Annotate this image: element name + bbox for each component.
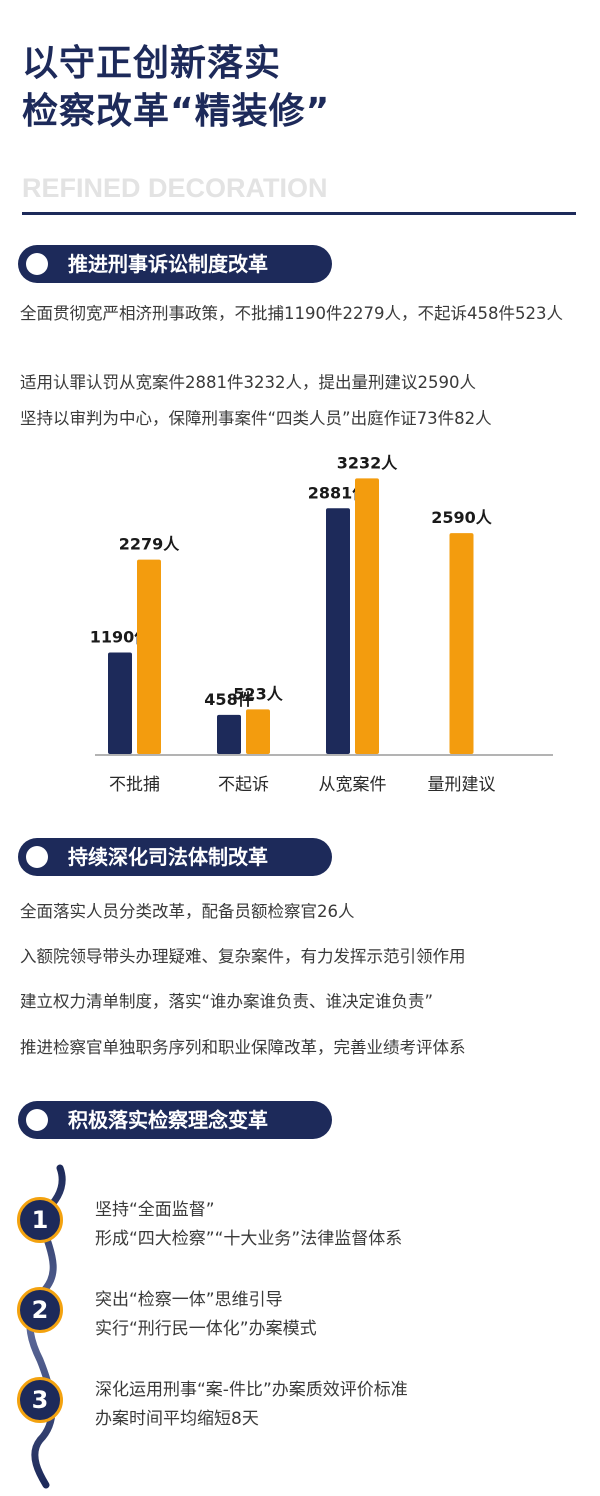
step-2-text: 突出“检察一体”思维引导 实行“刑行民一体化”办案模式 [95,1286,317,1344]
section-2-line-2: 入额院领导带头办理疑难、复杂案件，有力发挥示范引领作用 [20,947,466,966]
section-2-line-1: 全面落实人员分类改革，配备员额检察官26人 [20,902,355,921]
step-2-number-badge: 2 [17,1287,63,1333]
section-1-line-2: 适用认罪认罚从宽案件2881件3232人，提出量刑建议2590人 [20,373,476,392]
section-2-heading: 持续深化司法体制改革 [18,838,332,876]
category-label-3: 从宽案件 [319,775,387,795]
bar-cases-2 [217,714,241,754]
page-title-line-1: 以守正创新落实 [22,43,282,84]
data-label-persons-4: 2590人 [431,508,493,527]
page-subtitle: REFINED DECORATION [22,173,328,203]
header-rule [22,212,576,215]
step-3-line-1: 深化运用刑事“案-件比”办案质效评价标准 [95,1380,408,1400]
circle-icon [26,846,48,868]
bar-cases-3 [326,508,350,754]
circle-icon [26,253,48,275]
circle-icon [26,1109,48,1131]
section-3-heading: 积极落实检察理念变革 [18,1101,332,1139]
step-3-line-2: 办案时间平均缩短8天 [95,1409,259,1429]
section-1-line-3: 坚持以审判为中心，保障刑事案件“四类人员”出庭作证73件82人 [20,409,492,428]
bar-persons-1 [137,559,161,754]
page-title-line-2: 检察改革“精装修” [22,91,331,132]
section-2-line-3: 建立权力清单制度，落实“谁办案谁负责、谁决定谁负责” [20,992,434,1011]
step-2-line-2: 实行“刑行民一体化”办案模式 [95,1319,317,1339]
section-1-heading-text: 推进刑事诉讼制度改革 [68,252,268,276]
section-2-heading-text: 持续深化司法体制改革 [68,845,268,869]
category-label-4: 量刑建议 [428,775,496,795]
bar-persons-4 [449,533,474,754]
data-label-persons-2: 523人 [233,684,283,703]
step-3-text: 深化运用刑事“案-件比”办案质效评价标准 办案时间平均缩短8天 [95,1376,408,1434]
step-2-line-1: 突出“检察一体”思维引导 [95,1290,283,1310]
step-1-line-1: 坚持“全面监督” [95,1200,215,1220]
section-2-line-4: 推进检察官单独职务序列和职业保障改革，完善业绩考评体系 [20,1038,466,1057]
step-1-line-2: 形成“四大检察”“十大业务”法律监督体系 [95,1229,403,1249]
bar-persons-3 [355,478,379,754]
step-3-number-badge: 3 [17,1377,63,1423]
data-label-cases-3: 2881件 [308,483,369,502]
category-label-2: 不起诉 [218,775,269,795]
page-title: 以守正创新落实 检察改革“精装修” [22,40,330,136]
step-1-number-badge: 1 [17,1197,63,1243]
bar-persons-2 [246,709,270,754]
section-1-heading: 推进刑事诉讼制度改革 [18,245,332,283]
bar-cases-1 [108,652,132,754]
category-label-1: 不批捕 [109,775,160,795]
section-1-line-1: 全面贯彻宽严相济刑事政策，不批捕1190件2279人，不起诉458件523人 [20,304,563,323]
data-label-cases-1: 1190件 [90,628,151,647]
data-label-persons-3: 3232人 [337,453,399,472]
data-label-persons-1: 2279人 [119,535,181,554]
data-label-cases-2: 458件 [204,690,253,709]
section-3-heading-text: 积极落实检察理念变革 [68,1108,268,1132]
step-1-text: 坚持“全面监督” 形成“四大检察”“十大业务”法律监督体系 [95,1196,402,1254]
